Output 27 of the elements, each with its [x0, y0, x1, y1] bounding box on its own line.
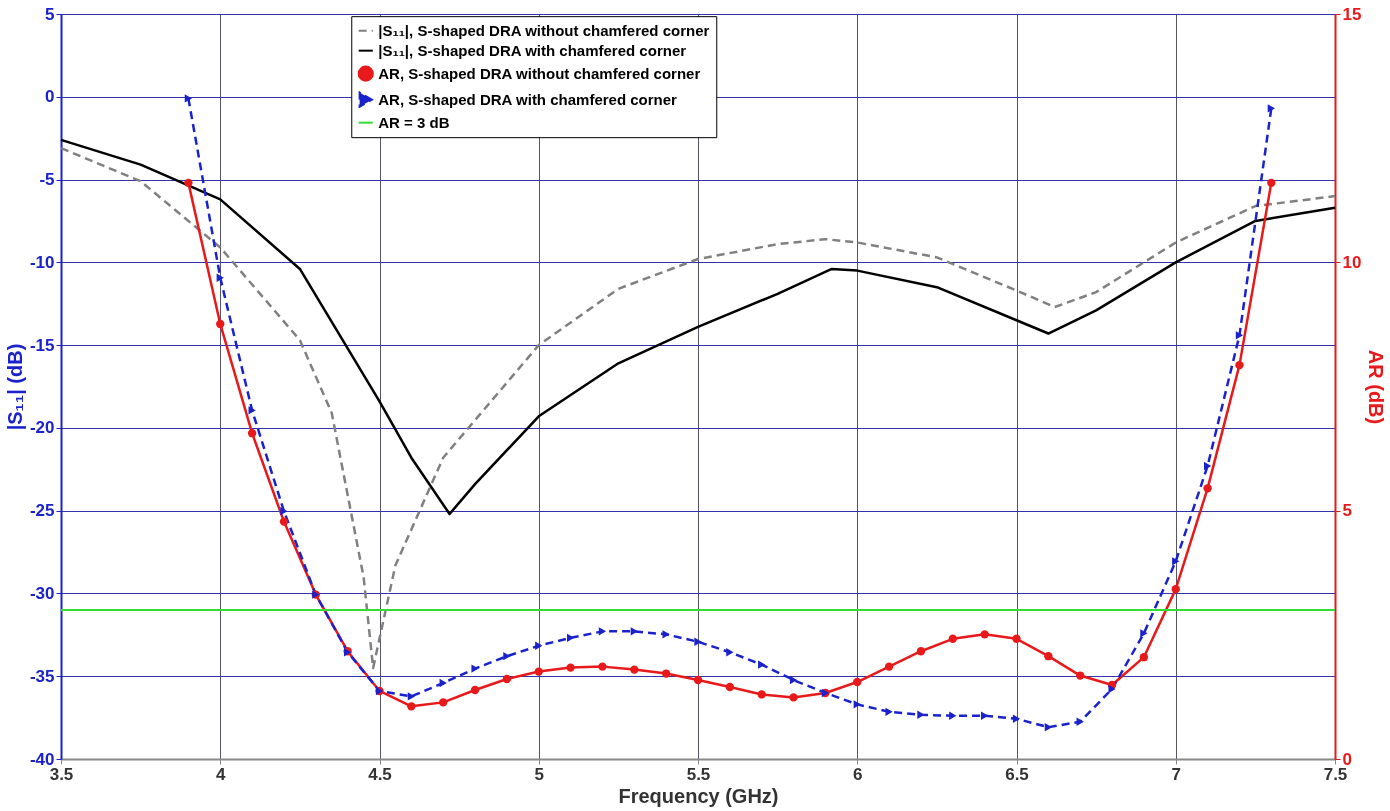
y-axis-title: |S₁₁| (dB): [3, 343, 26, 431]
x-tick-label: 7: [1171, 764, 1181, 784]
y-tick-label: -25: [29, 501, 55, 521]
legend-label: AR, S-shaped DRA with chamfered corner: [378, 90, 678, 108]
x-tick-label: 6.5: [1005, 764, 1029, 784]
y-tick-label: -10: [29, 252, 55, 272]
x-tick-label: 4: [216, 764, 227, 784]
y-tick-label: -5: [39, 170, 55, 190]
y-tick-label: 5: [45, 4, 55, 24]
y2-axis-title: AR (dB): [1365, 349, 1388, 425]
y2-tick-label: 15: [1342, 4, 1362, 24]
y-tick-label: -30: [29, 583, 55, 603]
y-tick-label: -15: [29, 335, 55, 355]
x-tick-label: 6: [853, 764, 863, 784]
legend-label: AR, S-shaped DRA without chamfered corner: [378, 64, 701, 82]
x-tick-label: 5.5: [686, 764, 711, 784]
x-tick-label: 4.5: [368, 764, 392, 784]
x-axis-title: Frequency (GHz): [618, 784, 779, 807]
y-tick-label: -20: [29, 418, 55, 438]
y2-tick-label: 10: [1342, 252, 1362, 272]
legend-label: |S₁₁|, S-shaped DRA without chamfered corner: [378, 21, 710, 39]
y2-tick-label: 5: [1342, 501, 1352, 521]
y-tick-label: 0: [45, 87, 55, 107]
legend-label: AR = 3 dB: [378, 113, 450, 131]
x-tick-label: 5: [534, 764, 544, 784]
legend-label: |S₁₁|, S-shaped DRA with chamfered corner: [378, 41, 687, 59]
y-tick-label: -35: [29, 666, 55, 686]
